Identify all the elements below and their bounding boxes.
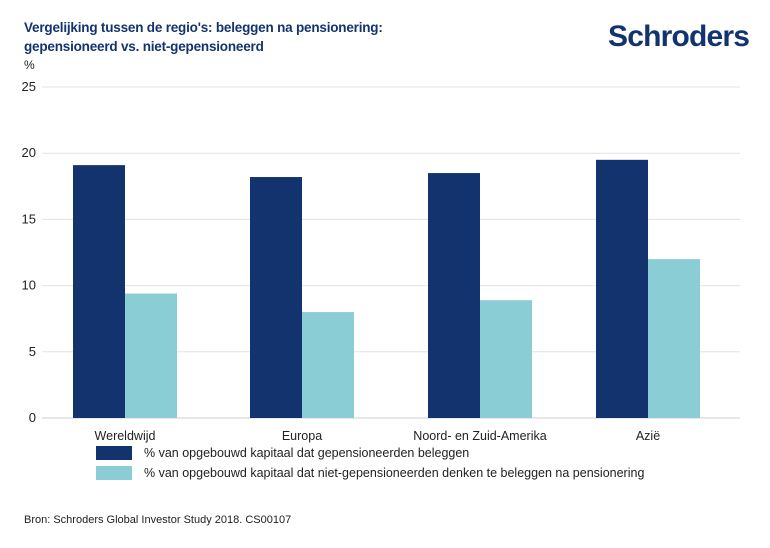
- x-tick-label: Europa: [282, 429, 322, 443]
- chart-title: Vergelijking tussen de regio's: beleggen…: [24, 18, 383, 56]
- bar-non-retired: [480, 300, 532, 418]
- y-tick-label: 25: [22, 79, 36, 94]
- bar-non-retired: [125, 293, 177, 418]
- bar-retired: [250, 177, 302, 418]
- x-tick-label: Noord- en Zuid-Amerika: [413, 429, 546, 443]
- source-note: Bron: Schroders Global Investor Study 20…: [24, 514, 292, 526]
- legend-label-retired: % van opgebouwd kapitaal dat gepensionee…: [144, 446, 470, 460]
- legend-swatch-non-retired: [96, 466, 132, 480]
- legend-label-non-retired: % van opgebouwd kapitaal dat niet-gepens…: [144, 466, 645, 480]
- schroders-logo: Schroders: [608, 20, 750, 53]
- chart-title-line2: gepensioneerd vs. niet-gepensioneerd: [24, 39, 264, 54]
- bar-non-retired: [648, 259, 700, 418]
- y-tick-label: 15: [22, 211, 36, 226]
- bar-non-retired: [302, 312, 354, 418]
- legend-swatch-retired: [96, 446, 132, 460]
- chart-title-line1: Vergelijking tussen de regio's: beleggen…: [24, 20, 383, 35]
- legend-item-retired: % van opgebouwd kapitaal dat gepensionee…: [96, 446, 469, 460]
- x-tick-label: Wereldwijd: [95, 429, 156, 443]
- bar-retired: [428, 173, 480, 418]
- x-tick-label: Azië: [636, 429, 660, 443]
- y-tick-label: 5: [29, 344, 36, 359]
- y-tick-label: 20: [22, 145, 36, 160]
- y-tick-label: 0: [29, 410, 36, 425]
- bar-retired: [73, 165, 125, 418]
- legend-item-non-retired: % van opgebouwd kapitaal dat niet-gepens…: [96, 466, 644, 480]
- y-axis-label: %: [24, 58, 35, 72]
- bar-retired: [596, 159, 648, 418]
- y-tick-label: 10: [22, 278, 36, 293]
